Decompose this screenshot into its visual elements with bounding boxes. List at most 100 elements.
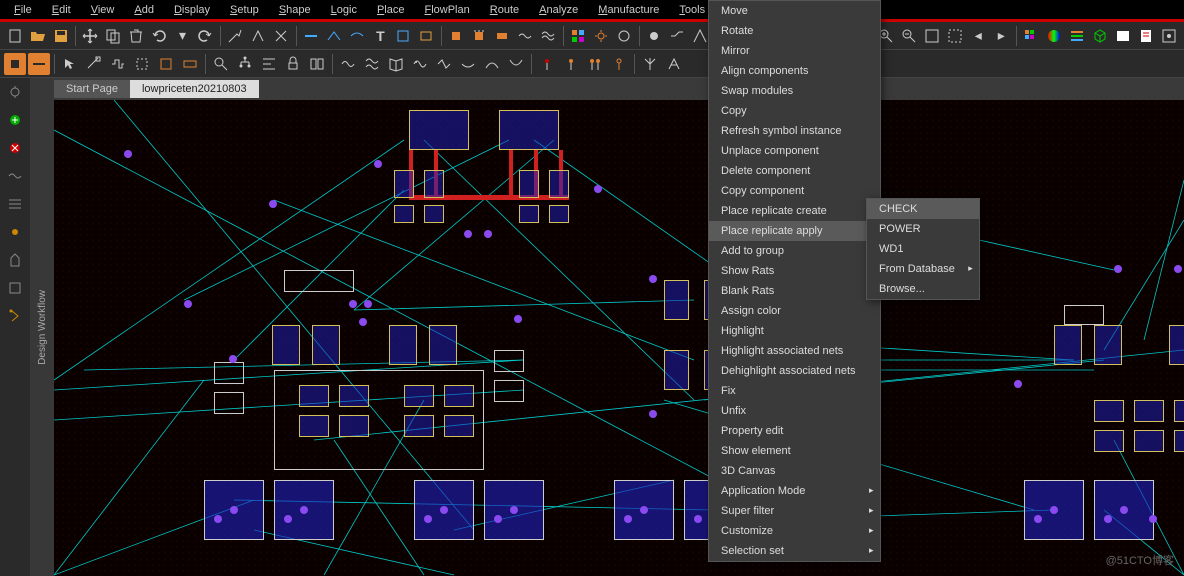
menu-shape[interactable]: Shape (269, 2, 321, 18)
menuitem-highlight[interactable]: Highlight (709, 321, 880, 341)
route1-icon[interactable] (301, 25, 322, 47)
via[interactable] (649, 410, 657, 418)
pin2-icon[interactable] (560, 53, 582, 75)
trace-icon[interactable] (667, 25, 688, 47)
gear-icon[interactable] (591, 25, 612, 47)
wave-c-icon[interactable] (409, 53, 431, 75)
menu-logic[interactable]: Logic (321, 2, 367, 18)
via[interactable] (124, 150, 132, 158)
component[interactable] (549, 205, 569, 223)
component[interactable] (1134, 400, 1164, 422)
via[interactable] (494, 515, 502, 523)
side-icon-6[interactable] (5, 222, 25, 242)
outline[interactable] (214, 362, 244, 384)
submenuitem-check[interactable]: CHECK (867, 199, 979, 219)
component[interactable] (1094, 430, 1124, 452)
wave-g-icon[interactable] (505, 53, 527, 75)
outline[interactable] (214, 392, 244, 414)
open-icon[interactable] (27, 25, 48, 47)
trace[interactable] (509, 150, 513, 198)
side-icon-2[interactable] (5, 110, 25, 130)
menuitem-place-replicate-apply[interactable]: Place replicate apply (709, 221, 880, 241)
zoomfit-icon[interactable] (922, 25, 943, 47)
via[interactable] (624, 515, 632, 523)
menuitem-add-to-group[interactable]: Add to group (709, 241, 880, 261)
ic3-icon[interactable] (492, 25, 513, 47)
find-icon[interactable] (210, 53, 232, 75)
wave-b-icon[interactable] (361, 53, 383, 75)
via[interactable] (359, 318, 367, 326)
menuitem-refresh-symbol-instance[interactable]: Refresh symbol instance (709, 121, 880, 141)
menuitem-swap-modules[interactable]: Swap modules (709, 81, 880, 101)
side-icon-7[interactable] (5, 250, 25, 270)
workflow-panel[interactable]: Design Workflow (30, 78, 54, 576)
fan-icon[interactable] (614, 25, 635, 47)
tree-icon[interactable] (234, 53, 256, 75)
menuitem-super-filter[interactable]: Super filter (709, 501, 880, 521)
menu-manufacture[interactable]: Manufacture (588, 2, 669, 18)
submenuitem-wd1[interactable]: WD1 (867, 239, 979, 259)
via[interactable] (364, 300, 372, 308)
pin3-icon[interactable] (584, 53, 606, 75)
component[interactable] (394, 170, 414, 198)
menuitem-assign-color[interactable]: Assign color (709, 301, 880, 321)
via[interactable] (514, 315, 522, 323)
sel2-icon[interactable] (28, 53, 50, 75)
component[interactable] (664, 350, 689, 390)
outline[interactable] (284, 270, 354, 292)
region2-icon[interactable] (179, 53, 201, 75)
side-icon-3[interactable] (5, 138, 25, 158)
via-icon[interactable] (644, 25, 665, 47)
menu-place[interactable]: Place (367, 2, 415, 18)
component[interactable] (1174, 400, 1184, 422)
menuitem-selection-set[interactable]: Selection set (709, 541, 880, 561)
menuitem-copy[interactable]: Copy (709, 101, 880, 121)
component[interactable] (1174, 430, 1184, 452)
clip-icon[interactable] (131, 53, 153, 75)
tab-startpage[interactable]: Start Page (54, 80, 130, 98)
via[interactable] (649, 275, 657, 283)
rules-icon[interactable] (1113, 25, 1134, 47)
next-icon[interactable]: ▸ (991, 25, 1012, 47)
side-icon-9[interactable] (5, 306, 25, 326)
via[interactable] (1034, 515, 1042, 523)
menu-file[interactable]: File (4, 2, 42, 18)
component[interactable] (1054, 325, 1082, 365)
menu-flowplan[interactable]: FlowPlan (414, 2, 479, 18)
pin1-icon[interactable] (536, 53, 558, 75)
menuitem-application-mode[interactable]: Application Mode (709, 481, 880, 501)
wave-a-icon[interactable] (337, 53, 359, 75)
via[interactable] (229, 355, 237, 363)
pcb-canvas[interactable] (54, 100, 1184, 576)
via[interactable] (464, 230, 472, 238)
3d-icon[interactable] (1090, 25, 1111, 47)
menuitem-place-replicate-create[interactable]: Place replicate create (709, 201, 880, 221)
align-icon[interactable] (258, 53, 280, 75)
component[interactable] (389, 325, 417, 365)
library-icon[interactable] (306, 53, 328, 75)
component[interactable] (394, 205, 414, 223)
via[interactable] (484, 230, 492, 238)
via[interactable] (349, 300, 357, 308)
copy-icon[interactable] (103, 25, 124, 47)
dehighlight-icon[interactable] (271, 25, 292, 47)
region-icon[interactable] (155, 53, 177, 75)
ic1-icon[interactable] (446, 25, 467, 47)
menuitem-rotate[interactable]: Rotate (709, 21, 880, 41)
menu-analyze[interactable]: Analyze (529, 2, 588, 18)
menuitem-customize[interactable]: Customize (709, 521, 880, 541)
side-icon-1[interactable] (5, 82, 25, 102)
via[interactable] (1014, 380, 1022, 388)
via[interactable] (694, 515, 702, 523)
menuitem-align-components[interactable]: Align components (709, 61, 880, 81)
move-icon[interactable] (80, 25, 101, 47)
shape2-icon[interactable] (416, 25, 437, 47)
component[interactable] (519, 170, 539, 198)
undo-icon[interactable] (149, 25, 170, 47)
fanout-icon[interactable] (639, 53, 661, 75)
menu-setup[interactable]: Setup (220, 2, 269, 18)
menuitem-property-edit[interactable]: Property edit (709, 421, 880, 441)
menuitem-mirror[interactable]: Mirror (709, 41, 880, 61)
menu-display[interactable]: Display (164, 2, 220, 18)
menuitem-show-rats[interactable]: Show Rats (709, 261, 880, 281)
